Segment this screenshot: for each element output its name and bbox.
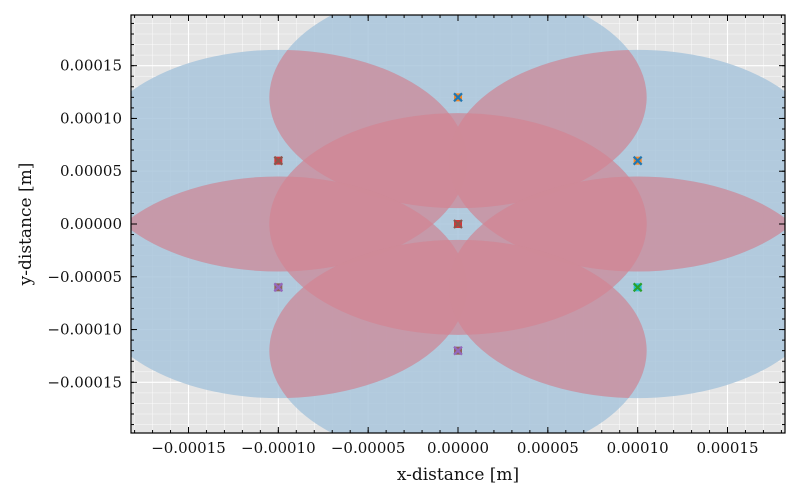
x-tick-label: 0.00000 [427,439,489,457]
station-points [273,92,643,356]
y-tick-label: −0.00010 [47,321,122,339]
station-marker-cross [273,282,284,293]
station-marker-cross [453,92,463,103]
station-point [453,345,463,356]
x-tick-label: 0.00010 [607,439,669,457]
station-marker-cross [453,219,463,229]
y-axis-tick-labels: 0.00015 0.00010 0.00005 0.00000 −0.00005 −0.0… [47,57,122,392]
axis-ticks [131,15,785,433]
x-tick-label: −0.00010 [241,439,316,457]
plot-area [131,15,785,433]
coverage-overlaps [131,49,785,399]
coverage-overlap [449,239,647,399]
y-axis-title: y-distance [m] [16,163,36,287]
x-tick-label: −0.00005 [331,439,406,457]
x-tick-label: −0.00015 [151,439,226,457]
station-marker-cross [632,282,643,293]
x-axis-title: x-distance [m] [397,465,519,485]
x-tick-label: 0.00005 [517,439,579,457]
x-axis-tick-labels: −0.00015 −0.00010 −0.00005 0.00000 0.00005 0.… [151,439,758,457]
y-tick-label: −0.00015 [47,373,122,391]
station-marker-cross [453,345,463,356]
station-point [453,219,463,229]
station-marker-cross [632,155,643,166]
coverage-overlap [269,239,467,399]
y-tick-label: 0.00000 [60,215,122,233]
y-tick-label: 0.00010 [60,109,122,127]
y-tick-label: 0.00005 [60,162,122,180]
station-point [453,92,463,103]
station-point [632,282,643,293]
station-point [273,155,284,166]
station-marker-cross [273,155,284,166]
x-tick-label: 0.00015 [696,439,758,457]
y-tick-label: 0.00015 [60,57,122,75]
y-tick-label: −0.00005 [47,268,122,286]
station-point [632,155,643,166]
station-point [273,282,284,293]
